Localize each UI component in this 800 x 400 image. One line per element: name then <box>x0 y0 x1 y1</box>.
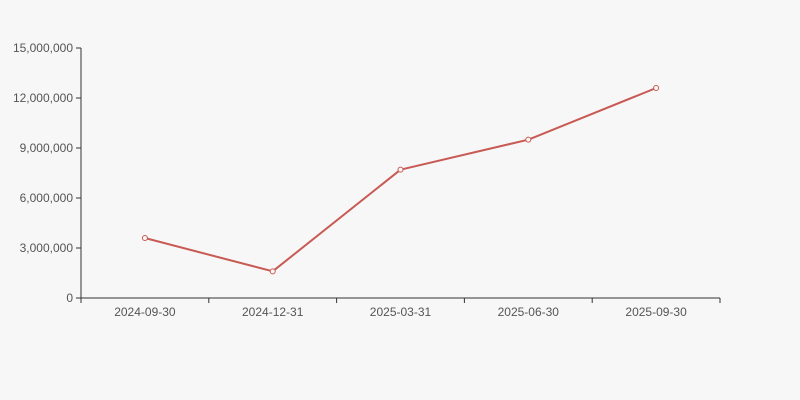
y-axis-label: 15,000,000 <box>13 41 73 55</box>
y-axis-label: 3,000,000 <box>20 241 74 255</box>
data-point-marker[interactable] <box>269 268 276 275</box>
data-point-marker[interactable] <box>141 235 148 241</box>
x-axis-label: 2025-03-31 <box>370 305 432 319</box>
y-axis-label: 0 <box>66 291 73 305</box>
line-series-path <box>143 87 658 273</box>
x-axis-label: 2025-06-30 <box>498 305 560 319</box>
data-point-marker[interactable] <box>525 136 532 143</box>
y-axis-label: 6,000,000 <box>20 191 74 205</box>
x-axis-label: 2024-09-30 <box>114 305 176 319</box>
y-axis-label: 12,000,000 <box>13 91 73 105</box>
data-point-marker[interactable] <box>397 166 404 173</box>
data-point-marker[interactable] <box>653 85 660 91</box>
y-axis-label: 9,000,000 <box>20 141 74 155</box>
x-axis-label: 2025-09-30 <box>625 305 687 319</box>
x-axis-label: 2024-12-31 <box>242 305 304 319</box>
